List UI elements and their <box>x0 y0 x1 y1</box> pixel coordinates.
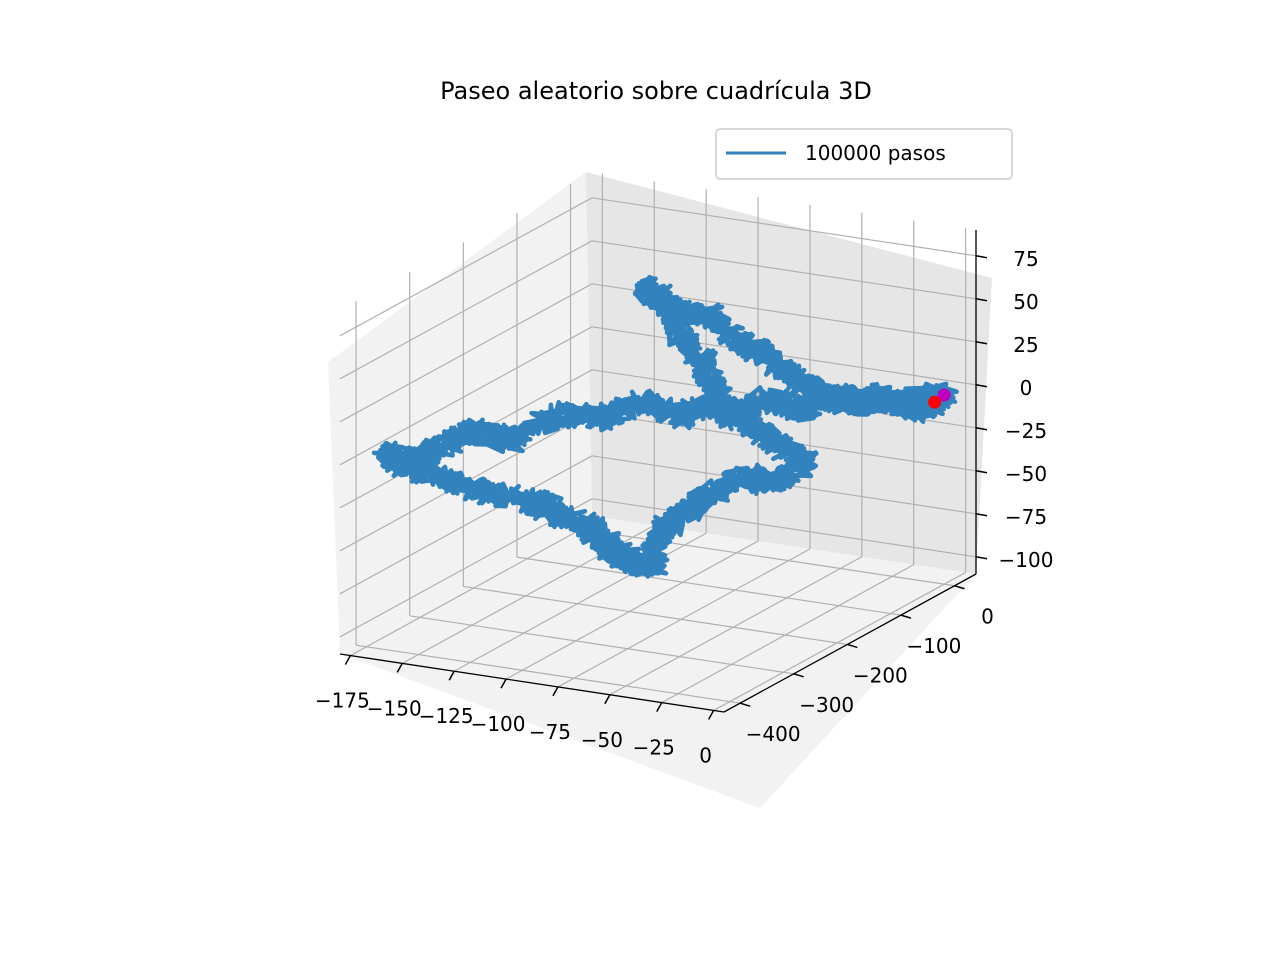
z-gridline-left <box>339 197 593 337</box>
y-tick <box>900 614 912 619</box>
x-tick <box>707 710 715 720</box>
axis-lines <box>339 230 977 713</box>
z-gridline-back <box>591 326 977 386</box>
z-tick-label: −25 <box>1005 419 1047 443</box>
y-tick-label: −100 <box>906 634 961 658</box>
x-tick <box>396 663 403 673</box>
y-tick-label: −200 <box>853 663 908 687</box>
floor-pane <box>340 516 976 808</box>
series-line <box>371 274 959 579</box>
x-gridline-floor <box>557 548 811 688</box>
z-tick-label: 50 <box>1013 290 1038 314</box>
x-tick <box>656 702 663 712</box>
z-tick <box>975 341 988 345</box>
x-tick-label: 0 <box>699 743 712 767</box>
x-tick <box>552 686 559 697</box>
x-tick-label: −125 <box>419 704 474 728</box>
tick-layer: −175−150−125−100 −75 −50 −25 00−100−200−300−… <box>315 247 1054 768</box>
x-gridline-floor <box>350 517 603 657</box>
y-gridline-floor <box>570 527 955 587</box>
x-tick <box>500 678 507 689</box>
legend-label: 100000 pasos <box>805 141 946 165</box>
axes-panes <box>328 172 992 808</box>
y-tick-label: −400 <box>746 722 801 746</box>
y-tick-label: −300 <box>799 693 854 717</box>
x-gridline-floor <box>505 540 759 680</box>
legend-frame <box>715 128 1013 180</box>
x-tick-label: −175 <box>315 689 370 713</box>
z-tick-label: 75 <box>1013 247 1038 271</box>
plot-area <box>371 274 959 579</box>
x-gridline-floor <box>609 556 863 696</box>
x-tick-label: −100 <box>471 712 526 736</box>
y-tick <box>793 673 804 678</box>
chart-title: Paseo aleatorio sobre cuadrícula 3D <box>440 77 872 105</box>
z-tick <box>975 384 988 388</box>
left-back-pane <box>328 172 592 654</box>
y-tick <box>847 643 858 649</box>
x-tick-label: −150 <box>367 696 422 720</box>
z-tick-label: −75 <box>1005 505 1047 529</box>
z-tick-label: −50 <box>1005 462 1047 486</box>
z-tick-label: 25 <box>1013 333 1038 357</box>
y-tick <box>739 702 751 707</box>
x-tick <box>344 655 352 665</box>
y-axis-line <box>723 573 977 713</box>
z-gridline-left <box>339 240 593 380</box>
z-tick <box>975 427 988 431</box>
z-gridline-back <box>591 498 977 558</box>
y-gridline-floor <box>516 556 902 616</box>
y-gridline-floor <box>355 644 741 704</box>
z-gridline-left <box>339 283 593 423</box>
end-marker <box>928 395 942 409</box>
z-tick <box>975 470 988 474</box>
z-gridline-back <box>591 240 977 300</box>
z-tick-label: 0 <box>1020 376 1033 400</box>
z-gridline-back <box>591 197 977 257</box>
legend: 100000 pasos <box>715 128 1013 180</box>
x-tick <box>604 694 611 705</box>
y-gridline-floor <box>409 615 794 675</box>
y-tick-label: 0 <box>981 605 994 629</box>
z-tick <box>975 298 988 302</box>
start-marker <box>937 388 951 402</box>
z-tick <box>975 255 988 259</box>
x-tick-label: −25 <box>633 736 675 760</box>
z-tick-label: −100 <box>999 548 1054 572</box>
y-tick <box>954 585 965 590</box>
x-tick <box>448 670 455 681</box>
z-gridline-left <box>339 455 593 595</box>
z-gridline-left <box>339 326 593 466</box>
y-gridline-floor <box>463 585 848 646</box>
x-gridline-floor <box>713 571 966 711</box>
z-tick <box>975 513 988 517</box>
z-tick <box>975 556 988 560</box>
x-tick-label: −75 <box>529 720 571 744</box>
x-axis-line <box>339 653 725 713</box>
x-gridline-floor <box>661 564 915 704</box>
x-tick-label: −50 <box>581 728 623 752</box>
